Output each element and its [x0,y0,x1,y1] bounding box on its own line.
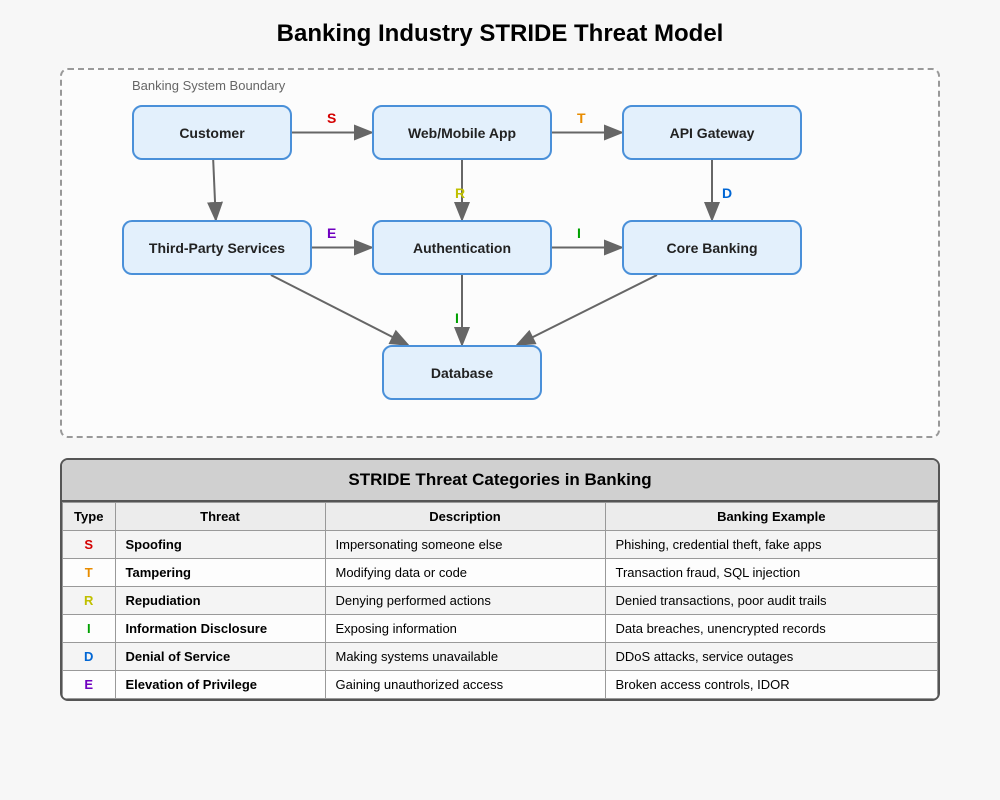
node-auth: Authentication [372,220,552,275]
cell-threat: Denial of Service [115,643,325,671]
table-title: STRIDE Threat Categories in Banking [62,460,938,502]
table-row: EElevation of PrivilegeGaining unauthori… [63,671,938,699]
cell-threat: Tampering [115,559,325,587]
node-webapp: Web/Mobile App [372,105,552,160]
col-threat: Threat [115,503,325,531]
edge-label-E-5: E [327,225,336,241]
cell-desc: Making systems unavailable [325,643,605,671]
cell-threat: Spoofing [115,531,325,559]
cell-threat: Information Disclosure [115,615,325,643]
cell-example: DDoS attacks, service outages [605,643,938,671]
cell-example: Denied transactions, poor audit trails [605,587,938,615]
diagram-boundary: Banking System Boundary Customer Web/Mobi… [60,68,940,438]
cell-type: R [63,587,116,615]
col-type: Type [63,503,116,531]
cell-type: I [63,615,116,643]
node-thirdparty: Third-Party Services [122,220,312,275]
stride-table: STRIDE Threat Categories in Banking Type… [60,458,940,701]
col-banking-example: Banking Example [605,503,938,531]
boundary-label: Banking System Boundary [132,78,285,93]
cell-example: Phishing, credential theft, fake apps [605,531,938,559]
node-database: Database [382,345,542,400]
table-row: DDenial of ServiceMaking systems unavail… [63,643,938,671]
edge-thirdparty-database [271,275,408,345]
stride-table-body: TypeThreatDescriptionBanking Example SSp… [62,502,938,699]
cell-type: E [63,671,116,699]
table-row: IInformation DisclosureExposing informat… [63,615,938,643]
cell-desc: Gaining unauthorized access [325,671,605,699]
edge-customer-thirdparty [213,160,216,220]
edge-label-S-0: S [327,110,336,126]
cell-type: D [63,643,116,671]
node-customer: Customer [132,105,292,160]
edge-core-database [517,275,657,345]
col-description: Description [325,503,605,531]
page-title: Banking Industry STRIDE Threat Model [0,0,1000,58]
edge-label-I-8: I [455,310,459,326]
edge-label-I-6: I [577,225,581,241]
cell-desc: Denying performed actions [325,587,605,615]
table-row: SSpoofingImpersonating someone elsePhish… [63,531,938,559]
cell-desc: Modifying data or code [325,559,605,587]
edge-label-R-3: R [455,185,465,201]
node-core: Core Banking [622,220,802,275]
cell-threat: Repudiation [115,587,325,615]
cell-desc: Impersonating someone else [325,531,605,559]
cell-threat: Elevation of Privilege [115,671,325,699]
cell-example: Broken access controls, IDOR [605,671,938,699]
edge-label-D-4: D [722,185,732,201]
cell-type: S [63,531,116,559]
edge-label-T-1: T [577,110,586,126]
table-row: TTamperingModifying data or codeTransact… [63,559,938,587]
cell-example: Data breaches, unencrypted records [605,615,938,643]
table-row: RRepudiationDenying performed actionsDen… [63,587,938,615]
cell-example: Transaction fraud, SQL injection [605,559,938,587]
cell-type: T [63,559,116,587]
cell-desc: Exposing information [325,615,605,643]
node-gateway: API Gateway [622,105,802,160]
